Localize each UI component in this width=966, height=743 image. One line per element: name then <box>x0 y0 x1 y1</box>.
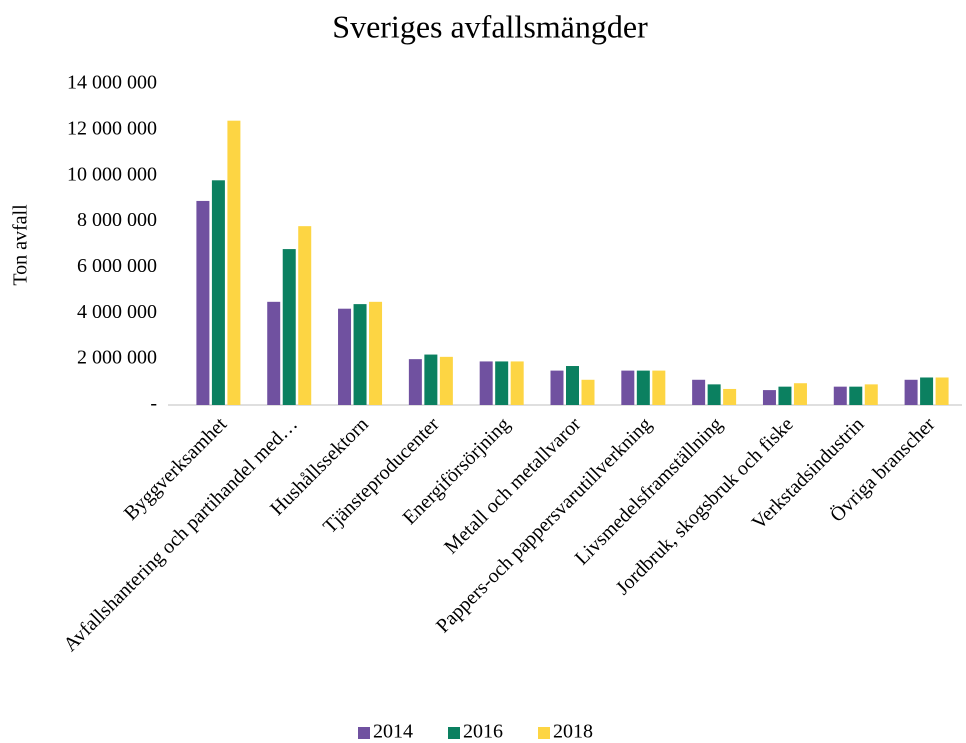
y-tick-label: - <box>150 393 157 415</box>
bar <box>793 383 807 405</box>
bar <box>196 200 210 405</box>
bar <box>227 120 241 405</box>
bar <box>621 370 635 405</box>
bar <box>935 377 949 405</box>
bar <box>864 384 878 405</box>
x-tick-label: Metall och metallvaror <box>440 413 585 558</box>
bar <box>707 384 721 405</box>
bar <box>692 379 706 405</box>
y-tick-label: 6 000 000 <box>77 255 157 277</box>
legend-label: 2016 <box>463 721 503 743</box>
bar <box>849 386 863 405</box>
bar <box>408 359 422 405</box>
y-tick-label: 4 000 000 <box>77 301 157 323</box>
y-tick-label: 10 000 000 <box>67 163 157 185</box>
y-tick-label: 2 000 000 <box>77 347 157 369</box>
legend-swatch <box>358 727 370 739</box>
bar <box>778 386 792 405</box>
bar <box>566 366 579 405</box>
chart-title: Sveriges avfallsmängder <box>332 8 648 44</box>
bar <box>338 308 352 405</box>
bar <box>723 388 737 405</box>
y-axis-title: Ton avfall <box>10 204 32 286</box>
y-tick-label: 14 000 000 <box>67 72 157 94</box>
bar <box>833 386 847 405</box>
bar <box>267 301 281 405</box>
legend-swatch <box>448 727 460 739</box>
legend-swatch <box>538 727 550 739</box>
bar <box>510 361 524 405</box>
bar <box>550 370 564 405</box>
bar <box>479 361 493 405</box>
bar <box>439 356 453 405</box>
bar <box>424 354 438 405</box>
y-tick-label: 12 000 000 <box>67 117 157 139</box>
bar <box>581 379 595 405</box>
bar <box>762 390 776 405</box>
bar <box>211 180 225 405</box>
y-tick-label: 8 000 000 <box>77 209 157 231</box>
legend-label: 2014 <box>373 721 413 743</box>
bar <box>636 370 650 405</box>
bar <box>369 301 383 405</box>
bar <box>282 249 296 405</box>
bar <box>298 226 312 405</box>
bar <box>920 377 934 405</box>
bar <box>495 361 509 405</box>
bar <box>353 304 367 405</box>
legend-label: 2018 <box>553 721 593 743</box>
bar <box>652 370 666 405</box>
bar <box>904 379 918 405</box>
